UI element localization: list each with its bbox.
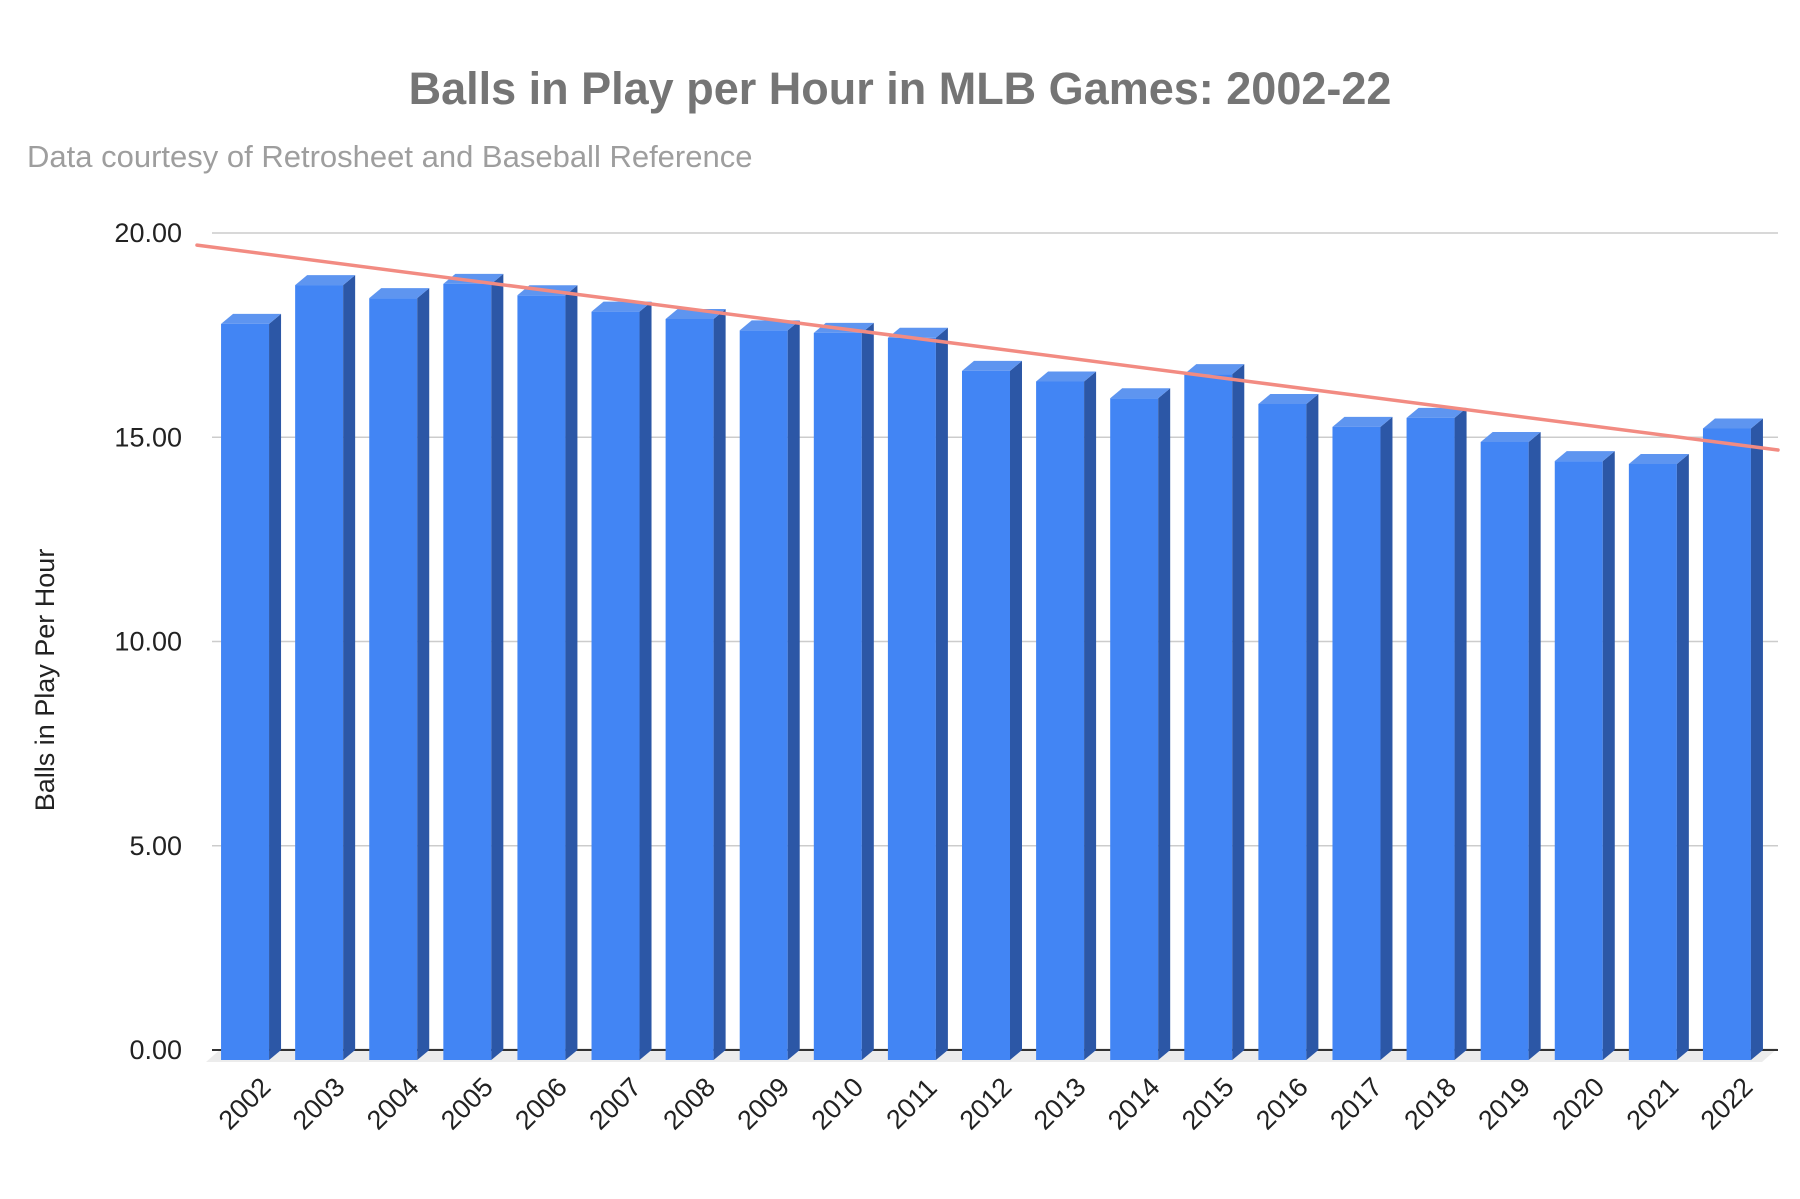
- x-tick-label: 2002: [213, 1072, 277, 1136]
- bar-top: [1110, 388, 1171, 399]
- x-tick-label: 2017: [1324, 1072, 1388, 1136]
- bar-front: [591, 311, 640, 1060]
- x-tick-label: 2007: [583, 1072, 647, 1136]
- trendline: [195, 243, 1780, 452]
- bar-side: [1084, 371, 1097, 1060]
- x-tick-label: 2009: [732, 1072, 796, 1136]
- x-tick-label: 2013: [1028, 1072, 1092, 1136]
- bar-side: [1010, 360, 1022, 1061]
- bar-front: [295, 285, 344, 1060]
- bar-side: [1232, 364, 1245, 1060]
- x-tick-label: 2008: [657, 1072, 721, 1136]
- x-tick-label: 2014: [1102, 1072, 1166, 1136]
- y-tick-label: 5.00: [129, 831, 182, 861]
- bar-front: [887, 337, 936, 1061]
- x-tick-label: 2020: [1547, 1072, 1611, 1136]
- bar-side: [639, 301, 652, 1060]
- bar-side: [1676, 453, 1689, 1060]
- x-tick-label: 2011: [880, 1073, 942, 1135]
- x-tick-label: 2018: [1398, 1072, 1462, 1136]
- bar-top: [295, 275, 356, 286]
- bar-top: [1480, 431, 1541, 442]
- bar-top: [1184, 364, 1245, 375]
- bar-side: [565, 285, 578, 1061]
- bar-front: [1332, 426, 1381, 1060]
- x-tick-label: 2004: [361, 1072, 425, 1136]
- bar-front: [1258, 403, 1307, 1061]
- bar-top: [591, 301, 652, 312]
- bar-front: [813, 332, 862, 1060]
- bar-front: [1110, 398, 1159, 1061]
- bar-top: [1036, 371, 1097, 382]
- bar-side: [1750, 418, 1763, 1061]
- bar-side: [343, 275, 356, 1060]
- bar-side: [491, 273, 504, 1061]
- bars: [221, 273, 1763, 1061]
- x-tick-label: 2021: [1621, 1072, 1685, 1136]
- y-tick-label: 15.00: [114, 422, 182, 452]
- trendline-layer: [195, 243, 1780, 452]
- x-tick-label: 2012: [954, 1072, 1018, 1136]
- bar-side: [1306, 393, 1319, 1061]
- x-tick-label: 2003: [287, 1072, 351, 1136]
- bar-top: [1702, 418, 1763, 429]
- x-tick-label: 2006: [509, 1072, 573, 1136]
- y-axis-ticks: 0.00 5.00 10.00 15.00 20.00: [114, 218, 182, 1065]
- bar-front: [1036, 381, 1085, 1060]
- y-axis-title: Balls in Play Per Hour: [30, 549, 60, 812]
- x-tick-label: 2016: [1250, 1072, 1314, 1136]
- x-tick-label: 2015: [1176, 1072, 1240, 1136]
- bar-top: [1554, 451, 1615, 462]
- bar-side: [1454, 407, 1467, 1060]
- bar-top: [369, 288, 430, 299]
- bar-side: [713, 308, 726, 1061]
- x-axis-ticks: 2002 2003 2004 2005 2006 2007 2008 2009 2010 2011…: [213, 1072, 1759, 1136]
- bar-front: [1554, 461, 1603, 1060]
- bar-front: [739, 330, 788, 1060]
- bar-front: [1702, 428, 1751, 1061]
- bar-top: [1406, 407, 1467, 418]
- bar-front: [221, 323, 270, 1060]
- bar-front: [517, 295, 566, 1061]
- bar-front: [443, 283, 492, 1061]
- x-tick-label: 2019: [1472, 1072, 1536, 1136]
- bar-side: [935, 327, 948, 1061]
- bar-top: [1258, 393, 1319, 404]
- bar-top: [1332, 416, 1393, 427]
- bar-side: [787, 320, 800, 1060]
- chart-subtitle: Data courtesy of Retrosheet and Baseball…: [27, 139, 752, 174]
- y-tick-label: 20.00: [114, 218, 182, 248]
- bar-top: [962, 360, 1022, 371]
- bar-side: [1528, 431, 1541, 1060]
- bar-front: [1184, 374, 1233, 1060]
- bar-front: [665, 318, 714, 1061]
- bar-front: [1480, 441, 1529, 1060]
- x-tick-label: 2010: [806, 1072, 870, 1136]
- bar-side: [269, 313, 282, 1060]
- y-tick-label: 0.00: [129, 1035, 182, 1065]
- bar-top: [1628, 453, 1689, 464]
- chart-title: Balls in Play per Hour in MLB Games: 200…: [409, 63, 1392, 114]
- bar-side: [1380, 416, 1393, 1060]
- bar-front: [1406, 417, 1455, 1060]
- bar-side: [1602, 451, 1615, 1060]
- bar-side: [861, 322, 874, 1060]
- bar-side: [417, 288, 430, 1061]
- x-tick-label: 2022: [1695, 1072, 1759, 1136]
- bar-side: [1158, 388, 1171, 1061]
- y-tick-label: 10.00: [114, 627, 182, 657]
- bar-front: [369, 298, 418, 1061]
- bar-front: [962, 370, 1010, 1061]
- x-tick-label: 2005: [435, 1072, 499, 1136]
- bar-top: [221, 313, 282, 324]
- bar-front: [1628, 463, 1677, 1060]
